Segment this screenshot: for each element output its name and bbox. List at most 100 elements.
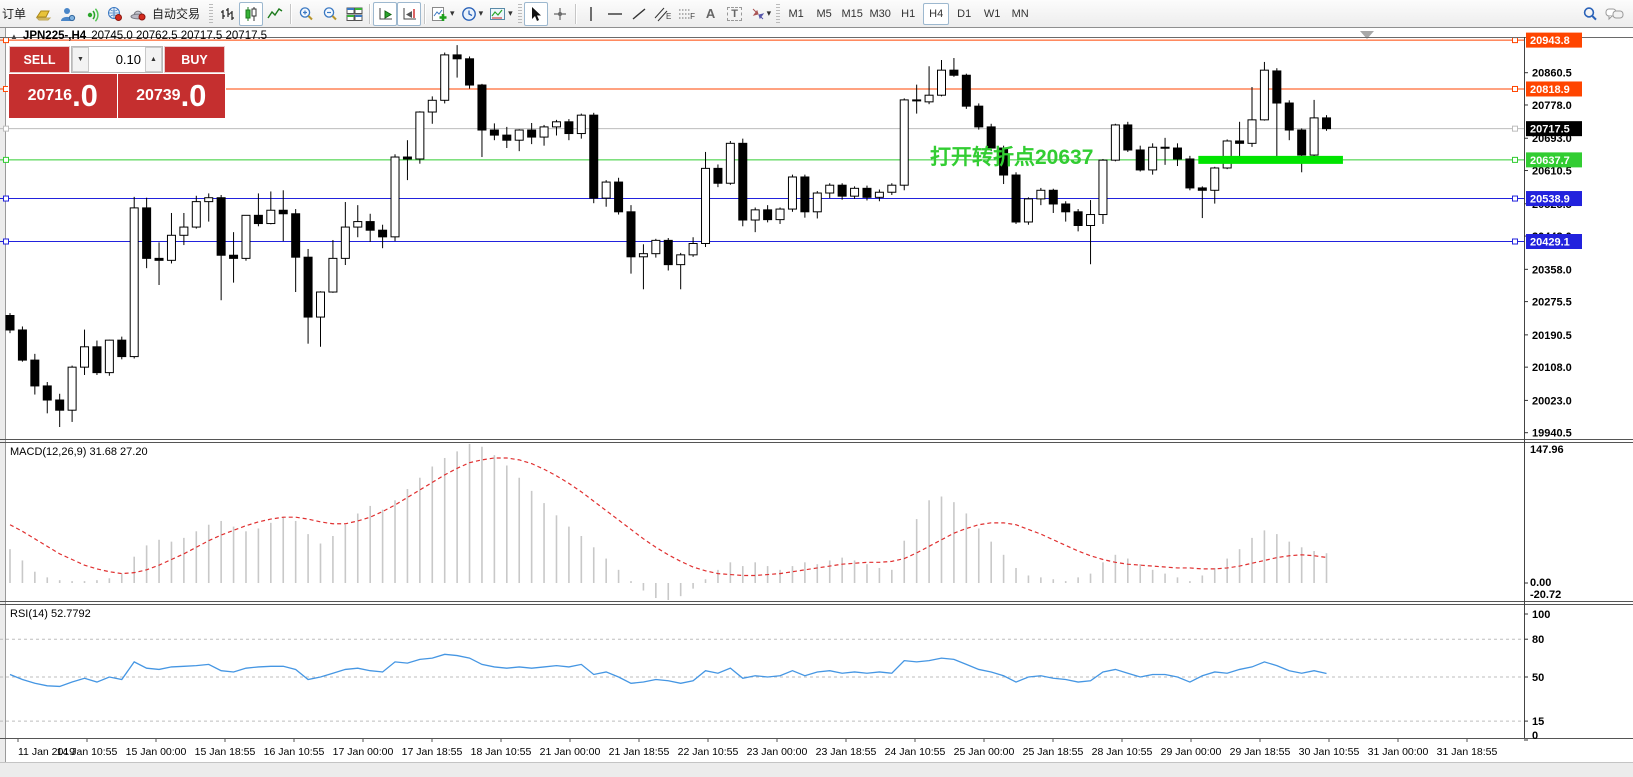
candle[interactable] [787, 176, 797, 210]
line-handle[interactable] [3, 156, 9, 163]
candle[interactable] [812, 192, 822, 213]
candle[interactable] [17, 329, 27, 361]
candle[interactable] [626, 211, 636, 258]
candle[interactable] [651, 239, 661, 255]
line-handle[interactable] [3, 195, 9, 202]
candle[interactable] [303, 256, 313, 318]
candle[interactable] [701, 167, 711, 245]
candle[interactable] [1197, 187, 1207, 191]
fibonacci-tool-button[interactable]: F [675, 2, 699, 26]
candle[interactable] [316, 291, 325, 318]
candle[interactable] [1172, 147, 1182, 160]
chat-button[interactable] [1602, 2, 1627, 26]
indicators-button[interactable]: ▾ [428, 2, 458, 26]
candle[interactable] [353, 221, 363, 228]
candle[interactable] [937, 69, 946, 96]
candles[interactable] [5, 45, 1332, 428]
candle[interactable] [676, 254, 686, 266]
candle[interactable] [1272, 70, 1282, 104]
chart-shift-marker[interactable] [1360, 31, 1374, 39]
candle[interactable] [1297, 129, 1307, 156]
sell-button[interactable]: SELL [9, 46, 70, 73]
line-handle[interactable] [1512, 238, 1518, 245]
sell-price[interactable]: 20716.0 [9, 74, 117, 118]
candle[interactable] [241, 214, 251, 259]
chart-shift-button[interactable] [397, 1, 422, 26]
candle[interactable] [1073, 211, 1083, 227]
line-chart-mode-button[interactable] [263, 2, 287, 26]
bar-chart-mode-button[interactable] [215, 2, 239, 26]
candle[interactable] [502, 134, 512, 141]
candle[interactable] [1322, 117, 1332, 130]
buy-button[interactable]: BUY [164, 46, 225, 73]
candle[interactable] [204, 197, 214, 203]
candlestick-mode-button[interactable] [239, 1, 264, 26]
volume-decrease-button[interactable]: ▼ [72, 47, 89, 72]
candle[interactable] [763, 209, 773, 221]
candle[interactable] [775, 208, 785, 221]
candle[interactable] [899, 99, 909, 186]
candle[interactable] [1011, 174, 1021, 223]
auto-scroll-button[interactable] [373, 1, 398, 26]
candle[interactable] [154, 257, 164, 261]
candle[interactable] [179, 226, 189, 236]
equidistant-channel-tool-button[interactable]: E [651, 2, 675, 26]
toolbar-drag-handle[interactable] [517, 3, 522, 24]
zoom-out-button[interactable] [318, 2, 342, 26]
candle[interactable] [1123, 124, 1133, 151]
volume-value[interactable]: 0.10 [89, 47, 145, 72]
candle[interactable] [576, 114, 586, 135]
buy-price[interactable]: 20739.0 [117, 74, 225, 118]
candle[interactable] [117, 339, 127, 358]
macd-pane[interactable] [9, 443, 1328, 603]
signals-button[interactable] [79, 2, 103, 26]
candle[interactable] [191, 201, 201, 228]
candle[interactable] [415, 111, 425, 160]
candle[interactable] [390, 156, 400, 238]
candle[interactable] [1259, 69, 1269, 121]
candle[interactable] [1247, 119, 1257, 144]
templates-button[interactable]: ▾ [486, 2, 516, 26]
candle[interactable] [452, 54, 462, 60]
timeframe-m30[interactable]: M30 [869, 7, 891, 20]
candle[interactable] [291, 213, 301, 258]
candle[interactable] [465, 58, 475, 86]
candle[interactable] [328, 257, 338, 293]
market-button[interactable] [103, 2, 127, 26]
candle[interactable] [974, 105, 984, 128]
candle[interactable] [55, 399, 65, 411]
candle[interactable] [1160, 146, 1170, 149]
candle[interactable] [601, 181, 611, 199]
candle[interactable] [402, 156, 412, 160]
candle[interactable] [539, 126, 549, 138]
candle[interactable] [229, 254, 239, 259]
toolbar-drag-handle[interactable] [776, 3, 781, 24]
line-handle[interactable] [3, 125, 9, 132]
candle[interactable] [750, 209, 760, 221]
candle[interactable] [1135, 149, 1145, 171]
candle[interactable] [67, 366, 77, 411]
candle[interactable] [1284, 102, 1294, 131]
candle[interactable] [725, 142, 735, 184]
candle[interactable] [1222, 140, 1232, 169]
timeframe-h4[interactable]: H4 [923, 2, 950, 25]
tile-windows-button[interactable] [342, 2, 366, 26]
candle[interactable] [551, 121, 561, 128]
candle[interactable] [1036, 189, 1046, 200]
toolbar-drag-handle[interactable] [209, 3, 214, 24]
cursor-tool-button[interactable] [523, 1, 548, 26]
timeframe-m15[interactable]: M15 [841, 7, 863, 20]
candle[interactable] [5, 315, 15, 331]
timeframe-d1[interactable]: D1 [957, 7, 972, 20]
candle[interactable] [378, 229, 388, 238]
candle[interactable] [614, 181, 624, 213]
candle[interactable] [850, 187, 860, 197]
candle[interactable] [216, 197, 226, 256]
candle[interactable] [961, 74, 971, 107]
line-handle[interactable] [3, 37, 9, 44]
candle[interactable] [1309, 117, 1319, 156]
candle[interactable] [800, 176, 810, 213]
timeframe-m5[interactable]: M5 [816, 7, 832, 20]
timeframe-h1[interactable]: H1 [901, 7, 916, 20]
